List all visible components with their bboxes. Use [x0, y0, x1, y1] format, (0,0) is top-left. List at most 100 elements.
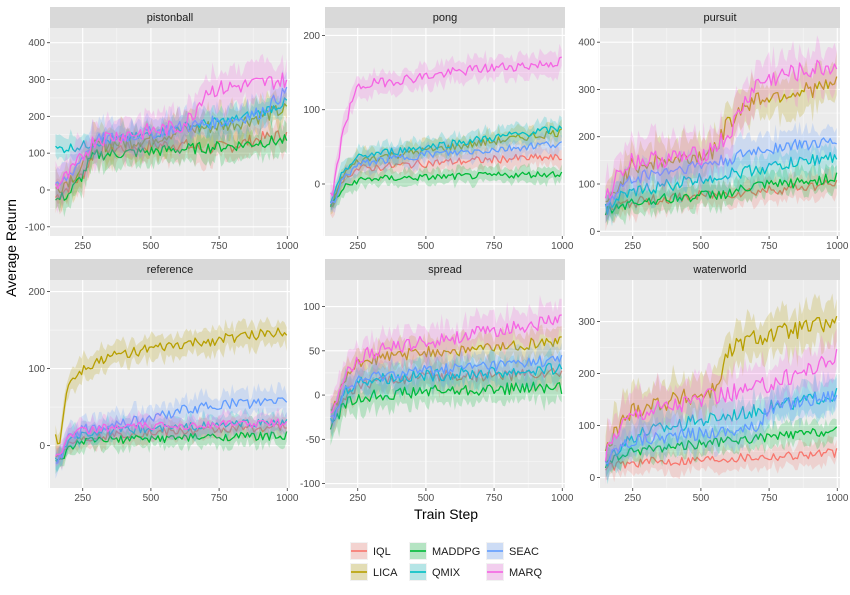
grid-lines: [323, 28, 565, 236]
x-tick-label: 750: [761, 241, 778, 252]
legend-item-IQL: IQL: [350, 542, 391, 560]
series-line-IQL: [330, 153, 562, 208]
panel-background: [325, 28, 565, 236]
panel-title: spread: [428, 264, 462, 276]
x-tick-label: 1000: [551, 493, 574, 504]
y-axis-title: Average Return: [3, 199, 19, 297]
x-tick-label: 250: [624, 241, 641, 252]
series-line-MADDPG: [329, 381, 563, 430]
series-group: [329, 295, 563, 446]
legend: IQL LICA MADDPG QMIX SEAC MARQ: [350, 542, 542, 581]
series-line-QMIX: [329, 125, 563, 203]
series-band-MARQ: [330, 295, 562, 432]
panel-strip: [325, 7, 565, 28]
legend-label: QMIX: [432, 567, 461, 579]
panel-pistonball: pistonball 250 500 750 1000 -100 0 100 200 300 400: [25, 7, 299, 252]
y-tick-label: 400: [578, 38, 595, 49]
legend-item-LICA: LICA: [350, 563, 398, 581]
panel-title: pistonball: [147, 12, 193, 24]
series-band-SEAC: [605, 371, 837, 481]
y-tick-label: 0: [589, 473, 595, 484]
x-tick-label: 250: [349, 241, 366, 252]
series-line-MARQ: [329, 56, 562, 197]
series-group: [54, 316, 288, 479]
series-line-QMIX: [329, 362, 563, 424]
legend-label: MADDPG: [432, 546, 480, 558]
series-line-LICA: [605, 76, 838, 203]
legend-item-MARQ: MARQ: [486, 563, 542, 581]
x-tick-label: 1000: [826, 493, 849, 504]
series-band-LICA: [605, 293, 837, 470]
series-band-IQL: [605, 167, 837, 232]
series-line-MADDPG: [55, 134, 288, 201]
y-tick-label: 400: [28, 38, 45, 49]
y-tick-label: 200: [303, 31, 320, 42]
x-tick-label: 500: [693, 241, 710, 252]
legend-label: IQL: [373, 546, 391, 558]
series-line-IQL: [330, 367, 563, 422]
series-band-QMIX: [330, 115, 562, 210]
y-tick-label: 200: [28, 112, 45, 123]
y-tick-label: 200: [578, 369, 595, 380]
panel-background: [50, 280, 290, 488]
panel-strip: [600, 259, 840, 280]
series-line-LICA: [604, 315, 838, 452]
x-tick-label: 1000: [551, 241, 574, 252]
grid-lines: [48, 280, 290, 488]
x-tick-label: 500: [143, 493, 160, 504]
series-group: [329, 43, 563, 219]
series-band-MADDPG: [55, 119, 287, 218]
y-tick-label: 100: [28, 364, 45, 375]
series-group: [604, 35, 838, 232]
y-tick-label: -100: [300, 479, 320, 490]
series-line-MARQ: [54, 72, 288, 190]
x-tick-label: 500: [418, 241, 435, 252]
y-tick-label: 300: [578, 317, 595, 328]
series-band-IQL: [330, 142, 562, 219]
panel-pursuit: pursuit 250 500 750 1000 0 100 200 300 400: [578, 7, 849, 252]
series-line-IQL: [604, 448, 838, 471]
panel-spread: spread 250 500 750 1000 -100 -50 0 50 100: [300, 259, 574, 504]
series-line-MARQ: [604, 59, 838, 199]
y-tick-label: -50: [306, 435, 321, 446]
x-tick-label: 750: [761, 493, 778, 504]
x-tick-label: 250: [624, 493, 641, 504]
x-tick-label: 1000: [826, 241, 849, 252]
series-band-MADDPG: [605, 417, 837, 479]
series-line-LICA: [330, 336, 562, 411]
y-tick-label: 0: [314, 391, 320, 402]
series-band-LICA: [55, 316, 287, 457]
series-group: [54, 53, 288, 218]
x-tick-label: 500: [418, 493, 435, 504]
panel-strip: [600, 7, 840, 28]
series-band-LICA: [330, 324, 562, 428]
x-tick-label: 750: [211, 493, 228, 504]
series-line-SEAC: [605, 390, 838, 464]
x-axis-title: Train Step: [414, 506, 478, 522]
series-line-SEAC: [55, 397, 288, 464]
series-line-MADDPG: [329, 171, 563, 207]
y-tick-label: 100: [28, 149, 45, 160]
legend-item-SEAC: SEAC: [486, 542, 539, 560]
legend-label: MARQ: [509, 567, 542, 579]
y-tick-label: -100: [25, 222, 45, 233]
x-tick-label: 1000: [276, 493, 299, 504]
series-group: [604, 293, 838, 485]
x-tick-label: 250: [74, 241, 91, 252]
series-band-QMIX: [330, 347, 562, 438]
y-tick-label: 300: [28, 75, 45, 86]
y-tick-label: 200: [578, 132, 595, 143]
series-line-MARQ: [330, 314, 562, 414]
legend-label: SEAC: [509, 546, 539, 558]
panel-title: pursuit: [703, 12, 736, 24]
x-tick-label: 750: [211, 241, 228, 252]
series-line-MADDPG: [55, 431, 288, 462]
panel-strip: [50, 259, 290, 280]
x-tick-label: 750: [486, 493, 503, 504]
y-tick-label: 100: [303, 302, 320, 313]
x-tick-label: 250: [74, 493, 91, 504]
panel-pong: pong 250 500 750 1000 0 100 200: [303, 7, 574, 252]
series-line-MADDPG: [604, 426, 838, 469]
